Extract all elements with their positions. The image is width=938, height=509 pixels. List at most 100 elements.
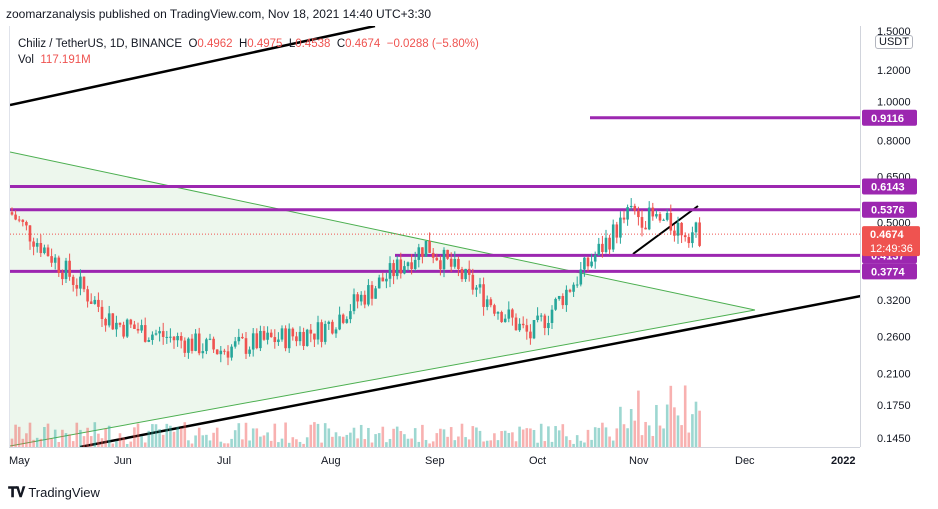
- volume-bar: [665, 404, 669, 447]
- candle-body: [208, 338, 212, 340]
- volume-bar: [374, 434, 377, 447]
- candle-body: [403, 266, 406, 274]
- volume-bar: [543, 441, 547, 447]
- triangle-lower-edge[interactable]: [10, 309, 756, 447]
- volume-bar: [287, 442, 291, 447]
- candle-body: [687, 237, 691, 244]
- volume-bar: [262, 435, 266, 447]
- price-tick-label: 0.1450: [877, 433, 911, 445]
- volume-bar: [550, 441, 554, 447]
- volume-bar: [626, 428, 629, 447]
- volume-bar: [291, 437, 295, 447]
- currency-badge[interactable]: USDT: [875, 35, 913, 49]
- candle-body: [521, 323, 525, 326]
- candle-body: [165, 336, 169, 338]
- candle-body: [590, 261, 593, 267]
- volume-bar: [230, 438, 233, 447]
- volume-bar: [359, 424, 363, 447]
- volume-bar: [158, 429, 161, 447]
- volume-bar: [662, 428, 665, 447]
- time-tick-label: Sep: [425, 455, 445, 467]
- candle-body: [421, 247, 424, 257]
- volume-bar: [417, 441, 421, 447]
- candle-body: [334, 329, 338, 334]
- volume-bar: [529, 428, 532, 447]
- volume-bar: [165, 423, 169, 447]
- lower-trendline[interactable]: [79, 294, 861, 447]
- candle-body: [223, 350, 226, 352]
- candle-body: [442, 249, 446, 270]
- candle-body: [172, 336, 176, 341]
- candle-body: [525, 325, 529, 332]
- candle-body: [367, 285, 370, 305]
- volume-bar: [428, 443, 431, 447]
- candle-body: [640, 217, 644, 228]
- candle-body: [251, 333, 255, 350]
- chart-area[interactable]: [9, 26, 861, 447]
- volume-bar: [669, 385, 673, 447]
- price-tick-label: 0.8000: [877, 135, 911, 147]
- candle-body: [309, 329, 313, 334]
- time-axis[interactable]: May Jun Jul Aug Sep Oct Nov Dec 2022: [9, 447, 860, 472]
- volume-bar: [586, 429, 590, 447]
- candle-body: [460, 268, 464, 280]
- time-tick-label: Jun: [114, 455, 132, 467]
- price-chart[interactable]: [10, 26, 861, 447]
- upper-trendline[interactable]: [10, 26, 376, 107]
- candle-body: [410, 262, 413, 269]
- candle-body: [586, 257, 590, 267]
- candle-body: [489, 299, 493, 306]
- candle-body: [46, 247, 50, 257]
- high-label: H: [238, 38, 248, 50]
- volume-bar: [518, 426, 521, 447]
- candle-body: [482, 284, 485, 307]
- candle-body: [601, 243, 604, 253]
- brand-name: TradingView: [28, 485, 100, 500]
- candle-body: [190, 338, 194, 351]
- price-tick-label: 1.2000: [877, 65, 911, 77]
- candle-body: [259, 330, 262, 349]
- candle-body: [64, 260, 68, 280]
- volume-bar: [532, 429, 536, 447]
- candle-body: [212, 338, 215, 350]
- volume-bar: [82, 436, 86, 447]
- candle-body: [284, 328, 287, 349]
- volume-bar: [215, 427, 219, 447]
- time-tick-label: Nov: [629, 455, 649, 467]
- volume-bar: [395, 426, 399, 447]
- candle-body: [572, 284, 575, 292]
- volume-bar: [269, 440, 273, 447]
- level-label-box: [862, 178, 917, 195]
- volume-bar: [273, 423, 277, 447]
- candles: [10, 198, 701, 366]
- rising-wedge-line[interactable]: [632, 205, 699, 255]
- volume-bar: [367, 427, 370, 447]
- candle-body: [10, 212, 14, 215]
- countdown-label: 12:49:36: [870, 243, 913, 255]
- candle-body: [32, 241, 35, 247]
- volume-bar: [511, 432, 514, 447]
- volume-bar: [341, 436, 345, 447]
- volume-bar: [431, 441, 435, 447]
- price-axis[interactable]: 1.5000 1.2000 1.0000 0.8000 0.6500 0.5000 0.32…: [860, 26, 938, 447]
- volume-bar: [143, 442, 147, 447]
- volume-bar: [316, 423, 320, 447]
- volume-bar: [655, 404, 658, 447]
- candle-body: [176, 336, 179, 341]
- candle-body: [158, 331, 161, 334]
- candle-body: [633, 205, 637, 211]
- candle-body: [43, 247, 46, 254]
- triangle-upper-edge[interactable]: [10, 151, 756, 311]
- candle-body: [611, 224, 615, 250]
- symbol-title[interactable]: Chiliz / TetherUS, 1D, BINANCE: [18, 38, 183, 50]
- volume-bar: [410, 438, 413, 447]
- volume-bar: [449, 427, 453, 447]
- candle-body: [248, 349, 251, 354]
- symmetrical-triangle[interactable]: [10, 152, 755, 446]
- candle-body: [428, 240, 431, 253]
- candle-body: [75, 284, 79, 289]
- candle-body: [97, 299, 100, 307]
- volume-bar: [43, 426, 46, 447]
- candle-body: [561, 295, 565, 306]
- volume-bar: [399, 431, 403, 447]
